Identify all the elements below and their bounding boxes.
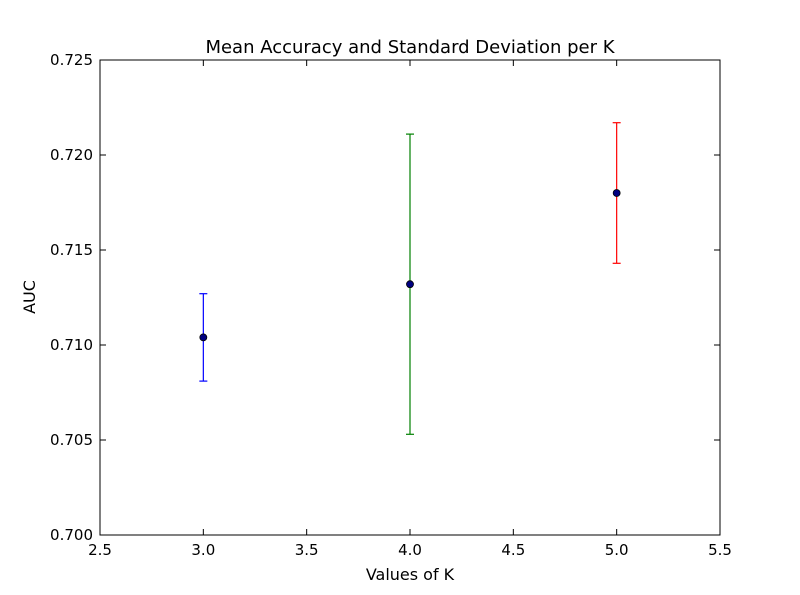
- data-point: [406, 280, 414, 289]
- y-tick-label: 0.720: [50, 146, 93, 164]
- data-point: [199, 333, 208, 342]
- y-tick-label: 0.705: [50, 431, 93, 449]
- x-tick-label: 2.5: [88, 541, 112, 559]
- x-tick-label: 4.5: [501, 541, 525, 559]
- x-tick-label: 3.0: [191, 541, 215, 559]
- x-axis-label: Values of K: [366, 565, 455, 584]
- y-tick-label: 0.710: [50, 336, 93, 354]
- x-tick-label: 5.0: [605, 541, 629, 559]
- y-tick-label: 0.725: [50, 51, 93, 69]
- x-tick-label: 4.0: [398, 541, 422, 559]
- plot-area: 2.5 3.0 3.5 4.0 4.5 5.0 5.5 0.700 0.705 0.710 0.71…: [50, 51, 732, 559]
- y-tick-label: 0.715: [50, 241, 93, 259]
- x-tick-label: 3.5: [295, 541, 319, 559]
- x-tick-label: 5.5: [708, 541, 732, 559]
- y-axis-label: AUC: [20, 280, 39, 314]
- chart-title: Mean Accuracy and Standard Deviation per…: [205, 37, 615, 58]
- y-tick-label: 0.700: [50, 526, 93, 544]
- data-point: [612, 189, 621, 197]
